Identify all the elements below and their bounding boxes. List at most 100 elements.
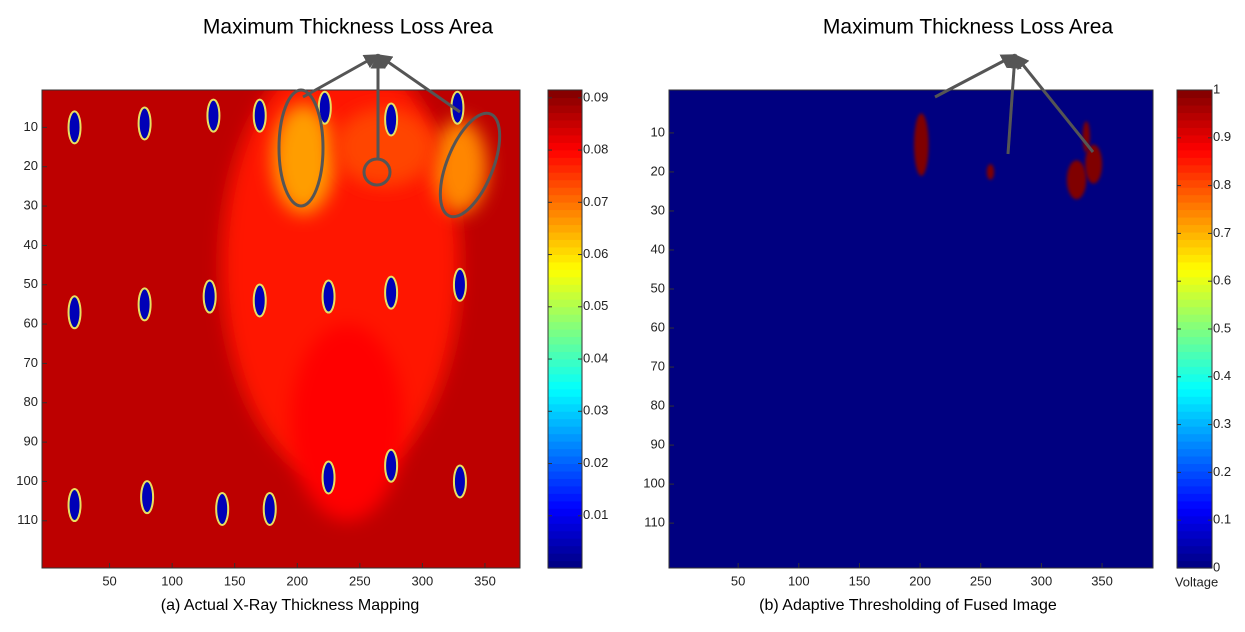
colorbar-cell [1177,187,1212,195]
colorbar-cell [1177,90,1212,98]
colorbar-cell [548,292,582,300]
colorbar-cell [548,97,582,105]
y-tick-label: 90 [24,434,38,449]
colorbar-cell [1177,135,1212,143]
colorbar-cell [1177,239,1212,247]
colorbar-cell [548,493,582,501]
colorbar-cell [548,314,582,322]
colorbar-cell [548,217,582,225]
heatmap-background [669,90,1153,568]
colorbar-tick-label: 0.04 [583,350,608,365]
colorbar-cell [548,389,582,397]
hole [139,107,151,139]
colorbar-cell [548,463,582,471]
y-tick-label: 100 [16,473,38,488]
y-tick-label: 40 [24,237,38,252]
colorbar-cell [548,187,582,195]
colorbar-cell [1177,471,1212,479]
colorbar-tick-label: 0.2 [1213,464,1231,479]
y-tick-label: 110 [17,512,38,527]
colorbar-tick-label: 0.6 [1213,273,1231,288]
colorbar-cell [548,553,582,561]
y-tick-label: 70 [651,358,665,373]
colorbar-cell [1177,396,1212,404]
colorbar-tick-label: 0.05 [583,298,608,313]
x-tick-label: 200 [286,573,308,588]
colorbar-cell [548,336,582,344]
colorbar-cell [548,396,582,404]
colorbar-cell [1177,531,1212,539]
colorbar-cell [1177,299,1212,307]
hole [454,269,466,301]
y-tick-label: 80 [651,398,665,413]
colorbar-tick-label: 0.03 [583,403,608,418]
colorbar-cell [1177,523,1212,531]
hole [69,489,81,521]
colorbar-cell [1177,344,1212,352]
colorbar-cell [548,359,582,367]
colorbar-cell [548,561,582,569]
hole [454,465,466,497]
x-tick-label: 350 [1091,573,1113,588]
heatmap-region [914,113,929,175]
colorbar-cell [1177,366,1212,374]
colorbar-cell [548,531,582,539]
colorbar-cell [548,90,582,98]
colorbar-tick-label: 0.06 [583,246,608,261]
colorbar-cell [1177,501,1212,509]
colorbar-cell [1177,329,1212,337]
colorbar-cell [548,441,582,449]
colorbar-cell [548,135,582,143]
x-tick-label: 300 [412,573,434,588]
colorbar-cell [1177,202,1212,210]
colorbar-cell [1177,269,1212,277]
colorbar-cell [1177,292,1212,300]
y-tick-label: 70 [24,355,38,370]
y-tick-label: 40 [651,241,665,256]
colorbar-cell [1177,426,1212,434]
colorbar-cell [1177,359,1212,367]
colorbar-cell [548,202,582,210]
colorbar-cell [548,254,582,262]
x-tick-label: 250 [970,573,992,588]
y-tick-label: 100 [643,476,665,491]
hole [204,281,216,313]
colorbar-cell [1177,150,1212,158]
heatmap-region [291,324,404,521]
colorbar-cell [1177,508,1212,516]
colorbar-tick-label: 0 [1213,559,1220,574]
hole [69,296,81,328]
colorbar-cell [548,404,582,412]
colorbar-cell [1177,374,1212,382]
hole [207,100,219,132]
colorbar-cell [1177,112,1212,120]
colorbar-cell [1177,165,1212,173]
colorbar-cell [1177,441,1212,449]
x-tick-label: 100 [788,573,810,588]
colorbar-cell [1177,157,1212,165]
colorbar-cell [548,210,582,218]
hole [69,111,81,143]
y-tick-label: 50 [24,276,38,291]
x-tick-label: 150 [224,573,246,588]
colorbar-cell [548,224,582,232]
colorbar-cell [1177,419,1212,427]
annotation: Maximum Thickness Loss Area [203,16,494,39]
colorbar-tick-label: 0.07 [583,194,608,209]
colorbar-cell [548,112,582,120]
colorbar-cell [548,105,582,113]
x-tick-label: 250 [349,573,371,588]
y-tick-label: 30 [651,202,665,217]
colorbar-cell [548,329,582,337]
colorbar-cell [1177,254,1212,262]
colorbar-cell [1177,314,1212,322]
hole [385,104,397,136]
heatmap-region [1067,160,1086,199]
colorbar-cell [548,239,582,247]
colorbar-cell [548,419,582,427]
colorbar-cell [1177,389,1212,397]
y-tick-label: 60 [651,319,665,334]
colorbar-cell [1177,180,1212,188]
colorbar-cell [548,284,582,292]
colorbar-tick-label: 0.09 [583,89,608,104]
